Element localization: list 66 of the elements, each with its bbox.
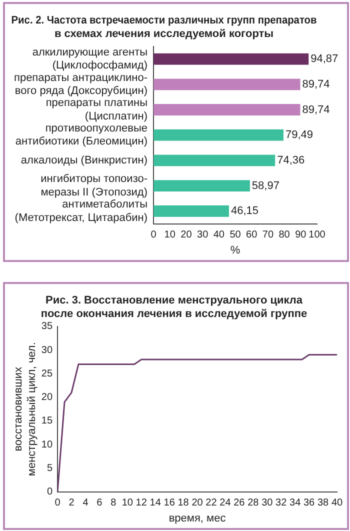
y-tick-label: ингибиторы топоизо- меразы II (Этопозид) bbox=[40, 173, 148, 198]
x-tick-label: 100 bbox=[308, 230, 326, 241]
data-label: 89,74 bbox=[302, 104, 330, 116]
y-tick-label: 20 bbox=[41, 392, 53, 404]
y-tick-label: 0 bbox=[46, 486, 53, 498]
y-tick-label: 35 bbox=[41, 321, 53, 332]
x-tick-label: 2 bbox=[68, 498, 75, 509]
x-tick-label: 10 bbox=[164, 230, 176, 241]
x-tick-label: 38 bbox=[317, 498, 330, 509]
x-axis-title: % bbox=[230, 244, 240, 256]
x-tick-label: 50 bbox=[230, 230, 242, 241]
data-label: 74,36 bbox=[277, 154, 305, 166]
x-tick-label: 18 bbox=[178, 498, 190, 509]
x-tick-label: 60 bbox=[246, 230, 258, 241]
data-label: 58,97 bbox=[252, 180, 280, 192]
x-tick-label: 20 bbox=[192, 498, 204, 509]
x-tick-label: 0 bbox=[54, 498, 61, 509]
y-tick-label: 15 bbox=[41, 416, 53, 427]
x-axis-title: время, мес bbox=[168, 512, 226, 524]
chart-title: Рис. 2. Частота встречаемости различных групп препаратов в схемах лечения исследуемой когорты bbox=[11, 14, 318, 40]
bar bbox=[154, 104, 300, 116]
x-tick-label: 26 bbox=[234, 498, 246, 509]
x-tick-label: 36 bbox=[303, 498, 316, 509]
x-tick-label: 40 bbox=[213, 230, 225, 241]
y-axis-title: восстановивших менструальный цикл, чел. bbox=[12, 342, 38, 476]
y-tick-label: антиметаболиты (Метотрексат, Цитарабин) bbox=[14, 198, 148, 224]
chart-title: Рис. 3. Восстановление менструального цикла после окончания лечения в исследуемой группе bbox=[40, 294, 308, 320]
x-tick-label: 24 bbox=[220, 498, 232, 509]
y-tick-label: противоопухолевые антибиотики (Блеомицин) bbox=[15, 122, 148, 148]
x-tick-label: 90 bbox=[295, 230, 307, 241]
x-tick-label: 30 bbox=[262, 498, 274, 509]
y-tick-label: 25 bbox=[41, 368, 53, 380]
x-tick-label: 28 bbox=[248, 498, 260, 509]
x-tick-label: 12 bbox=[136, 498, 148, 509]
x-tick-label: 16 bbox=[164, 498, 176, 509]
y-tick-label: алкилирующие агенты (Циклофосфамид) bbox=[32, 46, 148, 72]
x-tick-label: 14 bbox=[150, 498, 162, 509]
bar bbox=[154, 78, 300, 90]
bar bbox=[154, 129, 284, 141]
x-tick-label: 20 bbox=[180, 230, 192, 241]
x-tick-label: 8 bbox=[110, 498, 117, 509]
x-tick-label: 32 bbox=[276, 498, 288, 509]
bar bbox=[154, 180, 250, 192]
x-tick-label: 4 bbox=[82, 498, 89, 509]
x-tick-label: 10 bbox=[122, 498, 134, 509]
bar bbox=[154, 154, 276, 166]
data-label: 94,87 bbox=[310, 53, 338, 66]
x-tick-label: 30 bbox=[197, 230, 209, 241]
y-tick-label: 10 bbox=[41, 439, 53, 450]
x-tick-label: 0 bbox=[150, 230, 157, 241]
y-tick-label: 30 bbox=[41, 344, 53, 356]
x-tick-label: 70 bbox=[262, 230, 274, 241]
y-tick-label: препараты платины (Цисплатин) bbox=[46, 97, 148, 122]
data-label: 79,49 bbox=[285, 129, 314, 142]
x-tick-label: 34 bbox=[290, 498, 302, 509]
bar bbox=[154, 53, 309, 65]
data-label: 89,74 bbox=[302, 78, 330, 90]
x-tick-label: 6 bbox=[96, 498, 103, 509]
y-tick-label: препараты антрациклино- вого ряда (Доксорубицин) bbox=[14, 72, 148, 98]
x-tick-label: 80 bbox=[278, 230, 290, 241]
data-label: 46,15 bbox=[230, 205, 258, 218]
x-tick-label: 22 bbox=[206, 498, 218, 509]
x-tick-label: 40 bbox=[331, 498, 343, 509]
y-tick-label: алкалоиды (Винкристин) bbox=[20, 154, 148, 166]
bar bbox=[154, 205, 229, 217]
y-tick-label: 5 bbox=[46, 462, 53, 474]
